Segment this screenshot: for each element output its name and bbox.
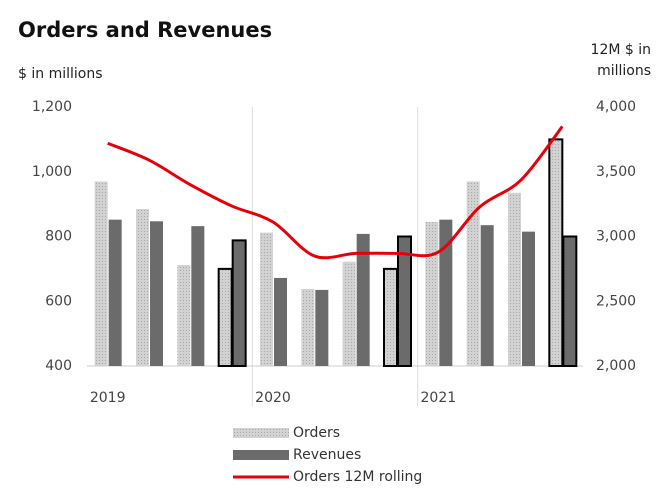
x-tick-label: 2019 [90, 390, 126, 406]
bar [356, 233, 370, 366]
y2-tick-label: 3,500 [596, 164, 636, 180]
bar [108, 219, 122, 366]
bar [191, 226, 205, 366]
bar [217, 267, 233, 367]
y-tick-label: 1,200 [32, 99, 72, 115]
bar [177, 264, 191, 366]
y-tick-label: 1,000 [32, 164, 72, 180]
chart-title: Orders and Revenues [18, 18, 273, 42]
y-tick-label: 400 [45, 358, 72, 374]
bar [231, 239, 247, 367]
legend-swatch [233, 450, 289, 460]
y2-tick-label: 3,000 [596, 229, 636, 245]
x-tick-label: 2021 [421, 390, 457, 406]
x-tick-label: 2020 [255, 390, 291, 406]
bar [562, 235, 578, 367]
line [107, 125, 564, 260]
bar [425, 221, 439, 366]
legend-label: Orders [293, 425, 340, 441]
bar [315, 289, 329, 366]
bar [508, 192, 521, 366]
y2-axis-label: 12M $ in millions [590, 42, 651, 79]
bar [274, 277, 287, 366]
y-tick-label: 800 [45, 229, 72, 245]
bar [260, 232, 273, 366]
bar [301, 288, 315, 366]
y2-tick-label: 2,000 [596, 358, 636, 374]
legend-label: Revenues [293, 447, 361, 463]
y-tick-label: 600 [45, 293, 72, 309]
bar [548, 138, 564, 367]
y-axis-label: $ in millions [18, 66, 103, 82]
bar [383, 267, 398, 367]
bar [466, 181, 480, 366]
bar [150, 221, 163, 366]
bar [94, 181, 108, 366]
y2-tick-label: 2,500 [596, 293, 636, 309]
legend-swatch [233, 428, 289, 438]
bar [397, 235, 412, 367]
legend-label: Orders 12M rolling [293, 469, 422, 485]
bar [342, 261, 356, 366]
y2-tick-label: 4,000 [596, 99, 636, 115]
bar [439, 219, 453, 366]
bar [136, 208, 149, 366]
bar [522, 231, 535, 366]
bar [480, 225, 494, 366]
